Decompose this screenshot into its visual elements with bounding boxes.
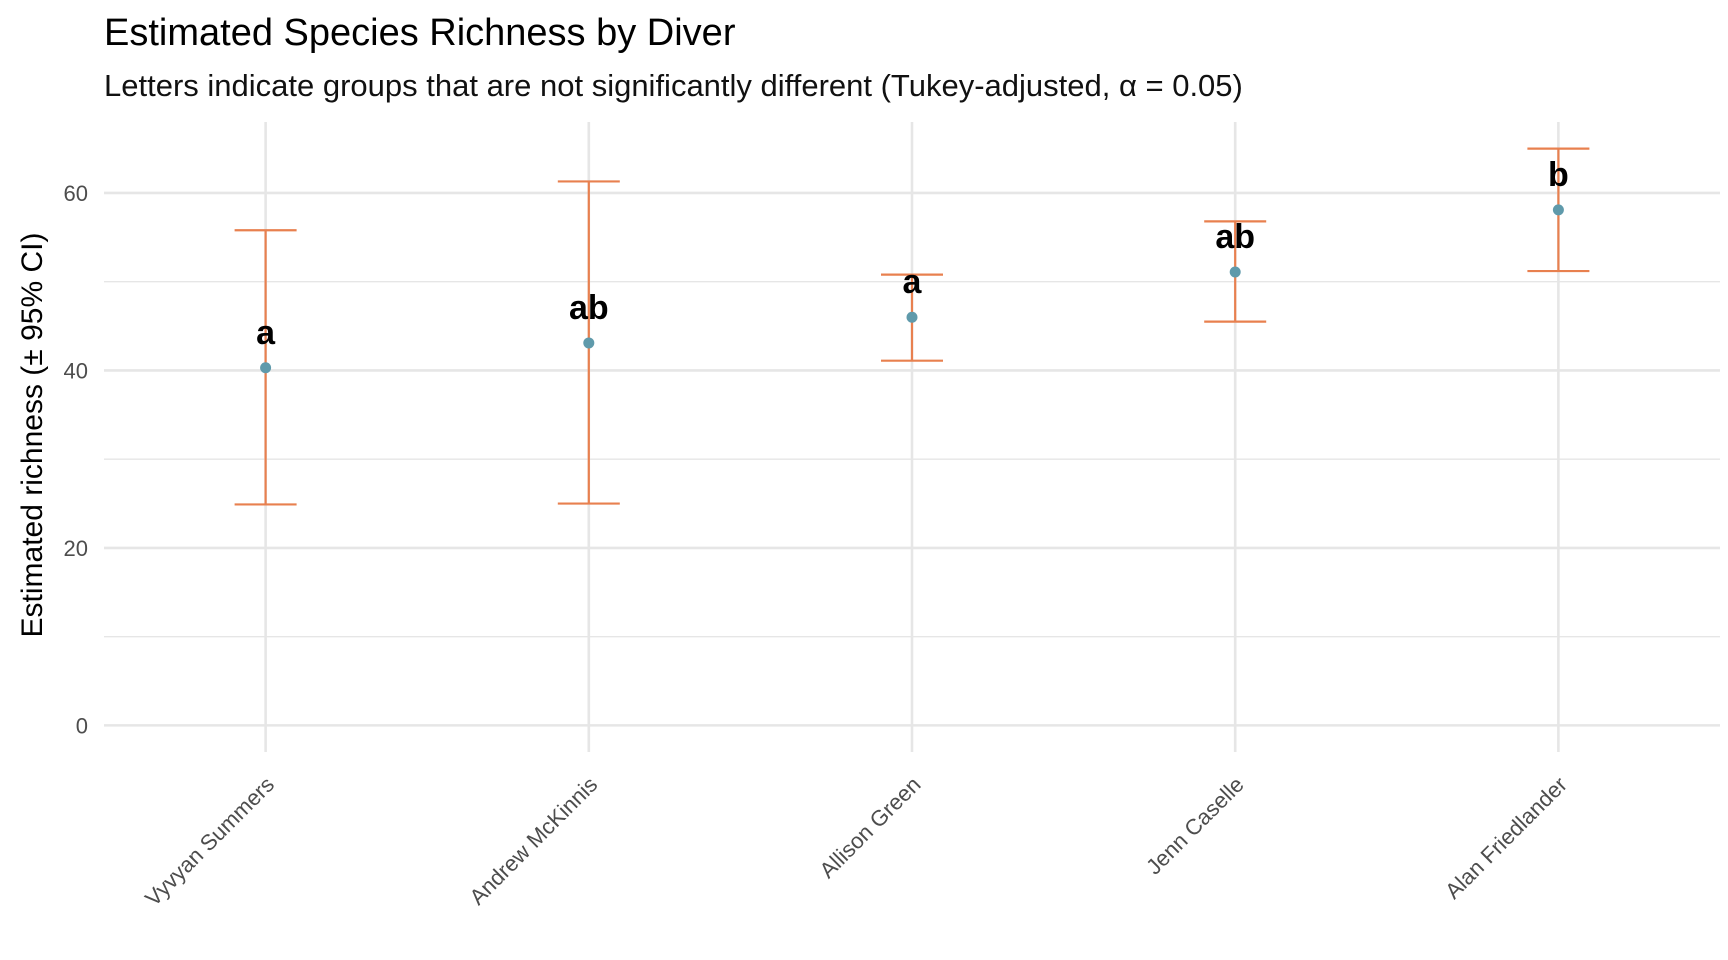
chart-subtitle: Letters indicate groups that are not sig… [104, 68, 1243, 103]
y-tick-label: 20 [64, 536, 88, 561]
group-letter-label: a [256, 314, 276, 352]
estimate-point [260, 362, 272, 374]
group-letter-label: ab [1215, 218, 1255, 256]
y-tick-label: 0 [76, 713, 88, 738]
x-tick-label: Andrew McKinnis [464, 772, 602, 910]
y-tick-label: 40 [64, 358, 88, 383]
x-tick-label: Alan Friedlander [1440, 772, 1572, 904]
estimate-point [906, 311, 918, 323]
estimate-point [1229, 266, 1241, 278]
y-tick-label: 60 [64, 181, 88, 206]
group-letter-label: a [903, 263, 923, 301]
x-tick-label: Jenn Caselle [1141, 772, 1249, 880]
x-tick-label: Vyvyan Summers [140, 772, 279, 911]
y-axis-label: Estimated richness (± 95% CI) [16, 233, 49, 638]
estimate-point [1552, 204, 1564, 216]
chart-title: Estimated Species Richness by Diver [104, 12, 736, 54]
estimate-point [583, 337, 595, 349]
x-tick-label: Allison Green [814, 772, 925, 883]
group-letter-label: ab [569, 289, 609, 327]
group-letter-label: b [1548, 156, 1569, 194]
